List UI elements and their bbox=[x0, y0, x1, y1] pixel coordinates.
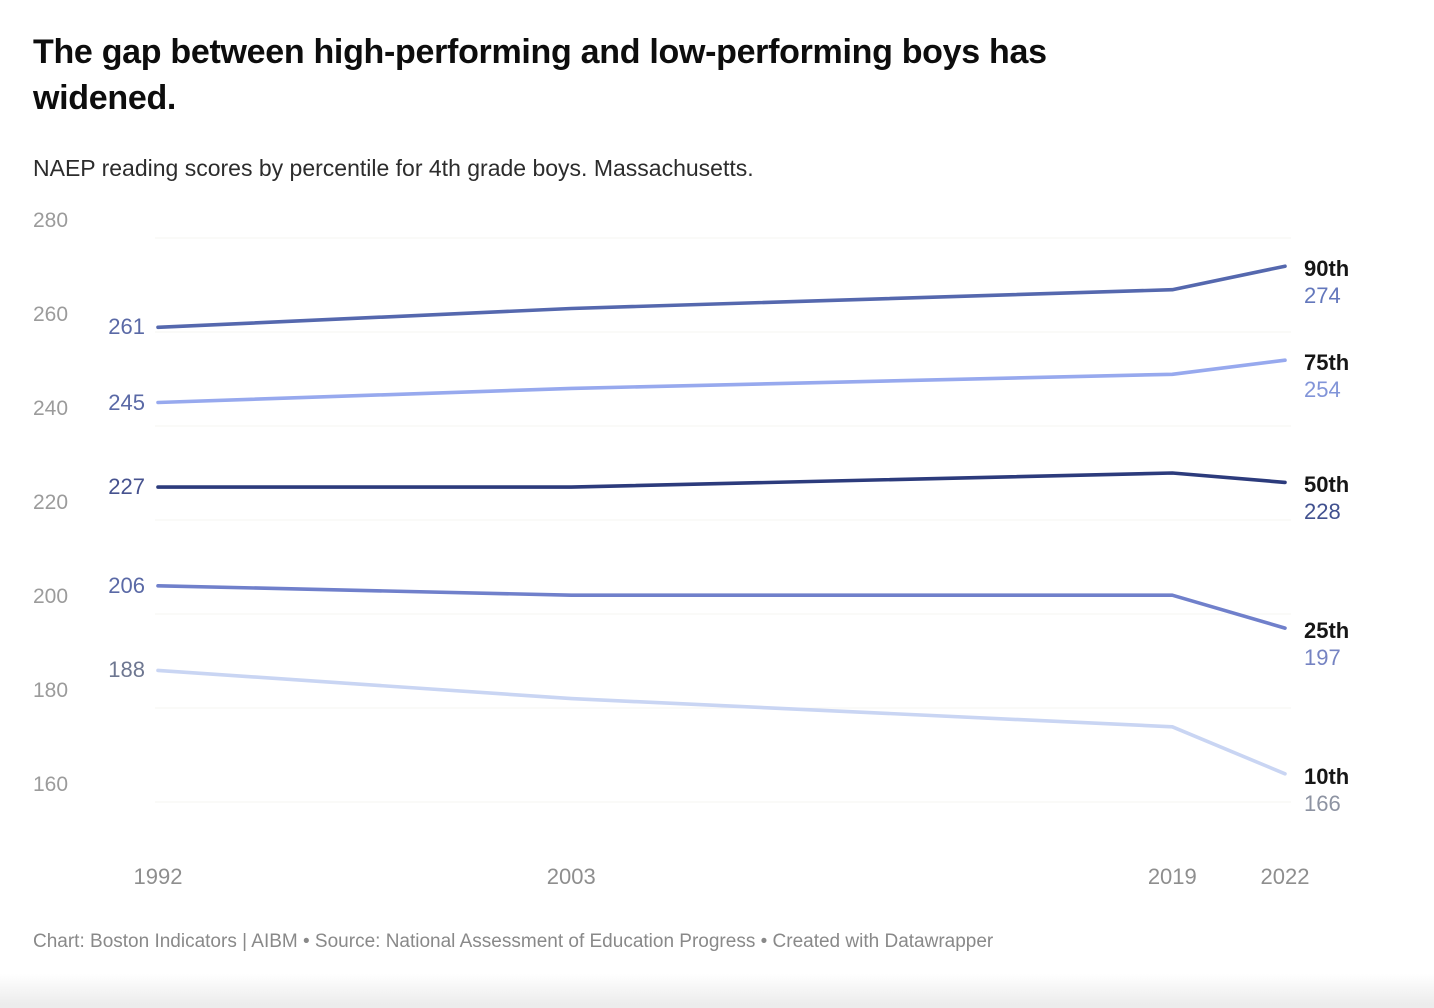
series-end-value-75th: 254 bbox=[1304, 377, 1341, 403]
series-end-value-10th: 166 bbox=[1304, 790, 1341, 816]
x-tick-label: 2019 bbox=[1147, 864, 1197, 889]
series-end-name-75th: 75th bbox=[1304, 350, 1350, 376]
series-start-value-75th: 245 bbox=[108, 389, 145, 415]
chart-title: The gap between high-performing and low-… bbox=[33, 33, 1047, 117]
series-end-name-50th: 50th bbox=[1304, 472, 1350, 498]
y-tick-label: 200 bbox=[33, 585, 69, 608]
series-line-50th bbox=[156, 471, 1287, 489]
y-tick-label: 180 bbox=[33, 679, 69, 702]
series-start-value-10th: 188 bbox=[108, 657, 145, 683]
series-end-name-25th: 25th bbox=[1304, 618, 1350, 644]
x-tick-label: 2003 bbox=[546, 864, 596, 889]
y-tick-label: 280 bbox=[33, 209, 69, 232]
series-line-75th bbox=[156, 358, 1287, 405]
series-start-value-50th: 227 bbox=[108, 474, 145, 500]
series-start-value-90th: 261 bbox=[108, 314, 145, 340]
series-start-value-25th: 206 bbox=[108, 572, 145, 598]
x-tick-label: 1992 bbox=[133, 864, 183, 889]
series-end-name-10th: 10th bbox=[1304, 763, 1350, 789]
bottom-gradient bbox=[0, 974, 1434, 1008]
series-line-90th bbox=[156, 264, 1287, 330]
chart-subtitle: NAEP reading scores by percentile for 4t… bbox=[33, 155, 754, 181]
y-tick-label: 260 bbox=[33, 303, 69, 326]
series-end-name-90th: 90th bbox=[1304, 256, 1350, 282]
series-end-value-90th: 274 bbox=[1304, 283, 1341, 309]
series-end-value-50th: 228 bbox=[1304, 499, 1341, 525]
series-end-value-25th: 197 bbox=[1304, 645, 1341, 671]
x-tick-label: 2022 bbox=[1260, 864, 1310, 889]
y-tick-label: 220 bbox=[33, 491, 69, 514]
y-tick-label: 240 bbox=[33, 397, 69, 420]
series-line-25th bbox=[156, 583, 1287, 630]
chart-footer: Chart: Boston Indicators | AIBM • Source… bbox=[33, 931, 994, 952]
y-tick-label: 160 bbox=[33, 773, 69, 796]
series-line-10th bbox=[156, 668, 1287, 776]
